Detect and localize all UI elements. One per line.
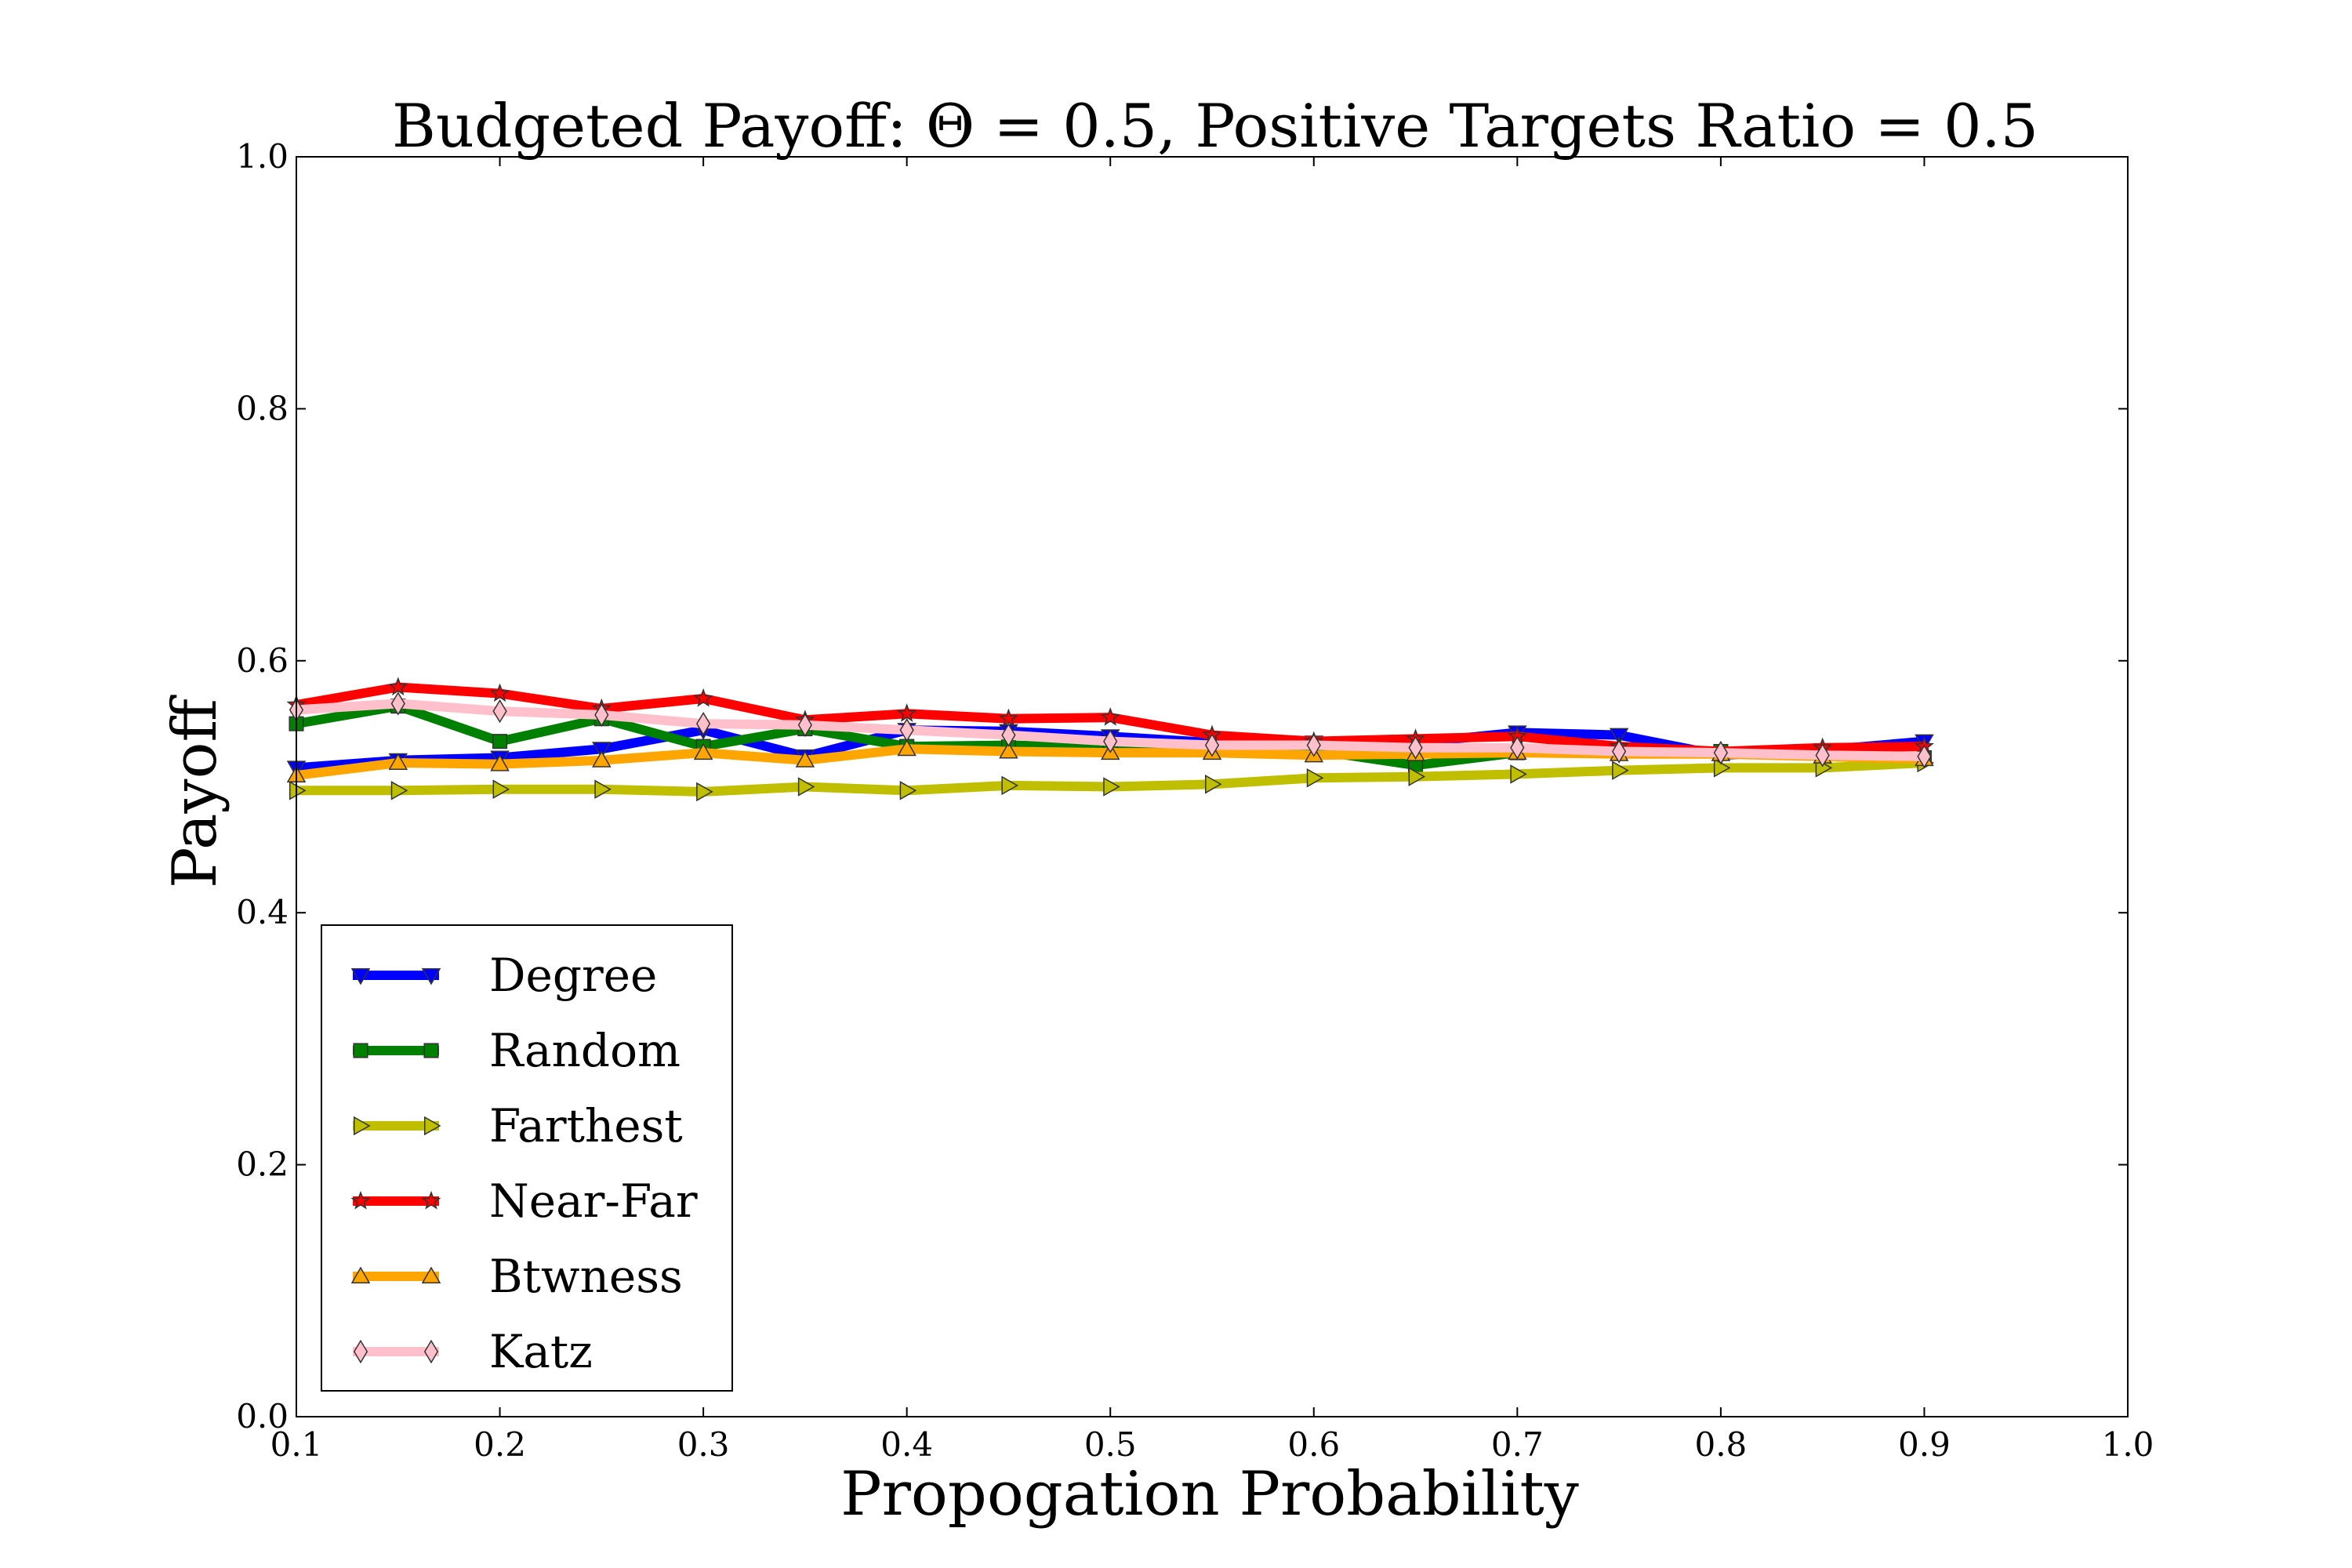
data-point-btwness [388,753,408,770]
data-point-katz [1713,740,1729,765]
chart-title: Budgeted Payoff: Θ = 0.5, Positive Targe… [392,91,2038,161]
data-point-farthest [1306,768,1324,788]
legend-marker-btwness [350,1266,371,1283]
legend: Degree Random Farthest Near-Far Btwness Katz [321,924,733,1392]
legend-marker-near-far [421,1190,441,1210]
data-point-degree [592,742,612,759]
data-point-near-far [897,703,917,722]
legend-marker-farthest [354,1116,371,1136]
data-point-katz [1204,733,1220,757]
legend-marker-degree [350,968,371,985]
data-point-katz [1510,735,1525,760]
legend-marker-near-far [350,1190,371,1210]
legend-item-btwness: Btwness [350,1250,683,1303]
data-point-farthest [1205,774,1222,794]
legend-box [321,924,733,1392]
data-point-near-far [388,677,408,696]
data-point-btwness [999,741,1018,759]
data-point-farthest [1408,767,1426,786]
data-point-farthest [1103,777,1120,797]
legend-marker-farthest [424,1116,441,1136]
legend-item-farthest: Farthest [353,1099,683,1152]
data-point-btwness [490,754,510,771]
data-point-farthest [289,781,307,800]
y-tick-label: 0.4 [236,893,289,931]
data-point-near-far [693,688,713,707]
data-point-farthest [899,781,917,800]
data-point-katz [1815,743,1830,768]
data-point-katz [1917,744,1932,769]
data-point-farthest [696,782,713,802]
series-farthest [289,753,1934,802]
legend-marker-degree [421,968,441,985]
data-point-farthest [797,777,815,797]
x-tick-label: 0.8 [1694,1425,1747,1464]
legend-label-btwness: Btwness [489,1250,683,1303]
data-point-katz [695,711,711,736]
data-point-near-far [998,708,1018,728]
data-point-katz [492,699,507,724]
y-tick-label: 1.0 [236,137,289,176]
y-axis-label: Payoff [160,694,230,888]
x-tick-label: 0.7 [1491,1425,1544,1464]
legend-label-degree: Degree [489,949,657,1002]
data-point-katz [1611,739,1627,764]
x-tick-label: 0.1 [270,1425,323,1464]
legend-label-random: Random [489,1024,681,1077]
data-point-near-far [1100,706,1120,726]
y-axis: 0.0 0.2 0.4 0.6 0.8 1.0 [236,137,2128,1436]
data-point-random [492,734,508,750]
data-point-farthest [594,779,612,800]
x-tick-label: 0.6 [1287,1425,1340,1464]
data-point-katz [1306,733,1321,757]
data-point-farthest [1510,764,1527,784]
plot-frame [296,156,2129,1417]
legend-marker-random [353,1043,368,1058]
data-point-btwness [693,742,713,760]
legend-item-katz: Katz [353,1325,593,1378]
y-tick-label: 0.0 [236,1397,289,1436]
legend-marker-random [423,1043,439,1058]
data-point-katz [797,713,813,737]
data-point-katz [899,717,914,742]
data-point-katz [390,691,405,716]
y-tick-label: 0.8 [236,389,289,427]
data-point-btwness [592,750,612,768]
data-point-farthest [1001,775,1018,796]
data-point-katz [594,702,609,728]
plot-area [286,677,1934,802]
data-point-katz [1408,735,1423,760]
data-point-farthest [492,779,510,800]
series-katz [289,691,1932,769]
x-tick-label: 1.0 [2102,1425,2154,1464]
legend-label-katz: Katz [489,1325,593,1378]
x-tick-label: 0.4 [880,1425,933,1464]
y-tick-label: 0.6 [236,641,289,680]
legend-label-farthest: Farthest [489,1099,683,1152]
data-point-btwness [795,750,815,768]
legend-marker-katz [353,1339,368,1364]
data-point-farthest [1612,760,1629,780]
x-tick-label: 0.9 [1898,1425,1951,1464]
x-tick-label: 0.3 [677,1425,730,1464]
data-point-farthest [1713,758,1731,778]
x-axis-label: Propogation Probability [840,1459,1579,1530]
legend-item-random: Random [353,1024,681,1077]
data-point-btwness [897,739,916,757]
y-tick-label: 0.2 [236,1145,289,1184]
legend-marker-katz [423,1339,439,1364]
x-axis: 0.1 0.2 0.3 0.4 0.5 0.6 0.7 0.8 0.9 1.0 [270,157,2154,1464]
data-point-katz [1001,723,1016,747]
x-tick-label: 0.5 [1084,1425,1137,1464]
data-point-farthest [390,781,408,800]
data-point-katz [1103,729,1118,753]
x-tick-label: 0.2 [474,1425,526,1464]
legend-label-near-far: Near-Far [489,1174,698,1228]
legend-marker-btwness [421,1266,441,1283]
data-point-near-far [490,683,510,702]
legend-item-degree: Degree [350,949,657,1002]
legend-item-near-far: Near-Far [350,1174,698,1228]
